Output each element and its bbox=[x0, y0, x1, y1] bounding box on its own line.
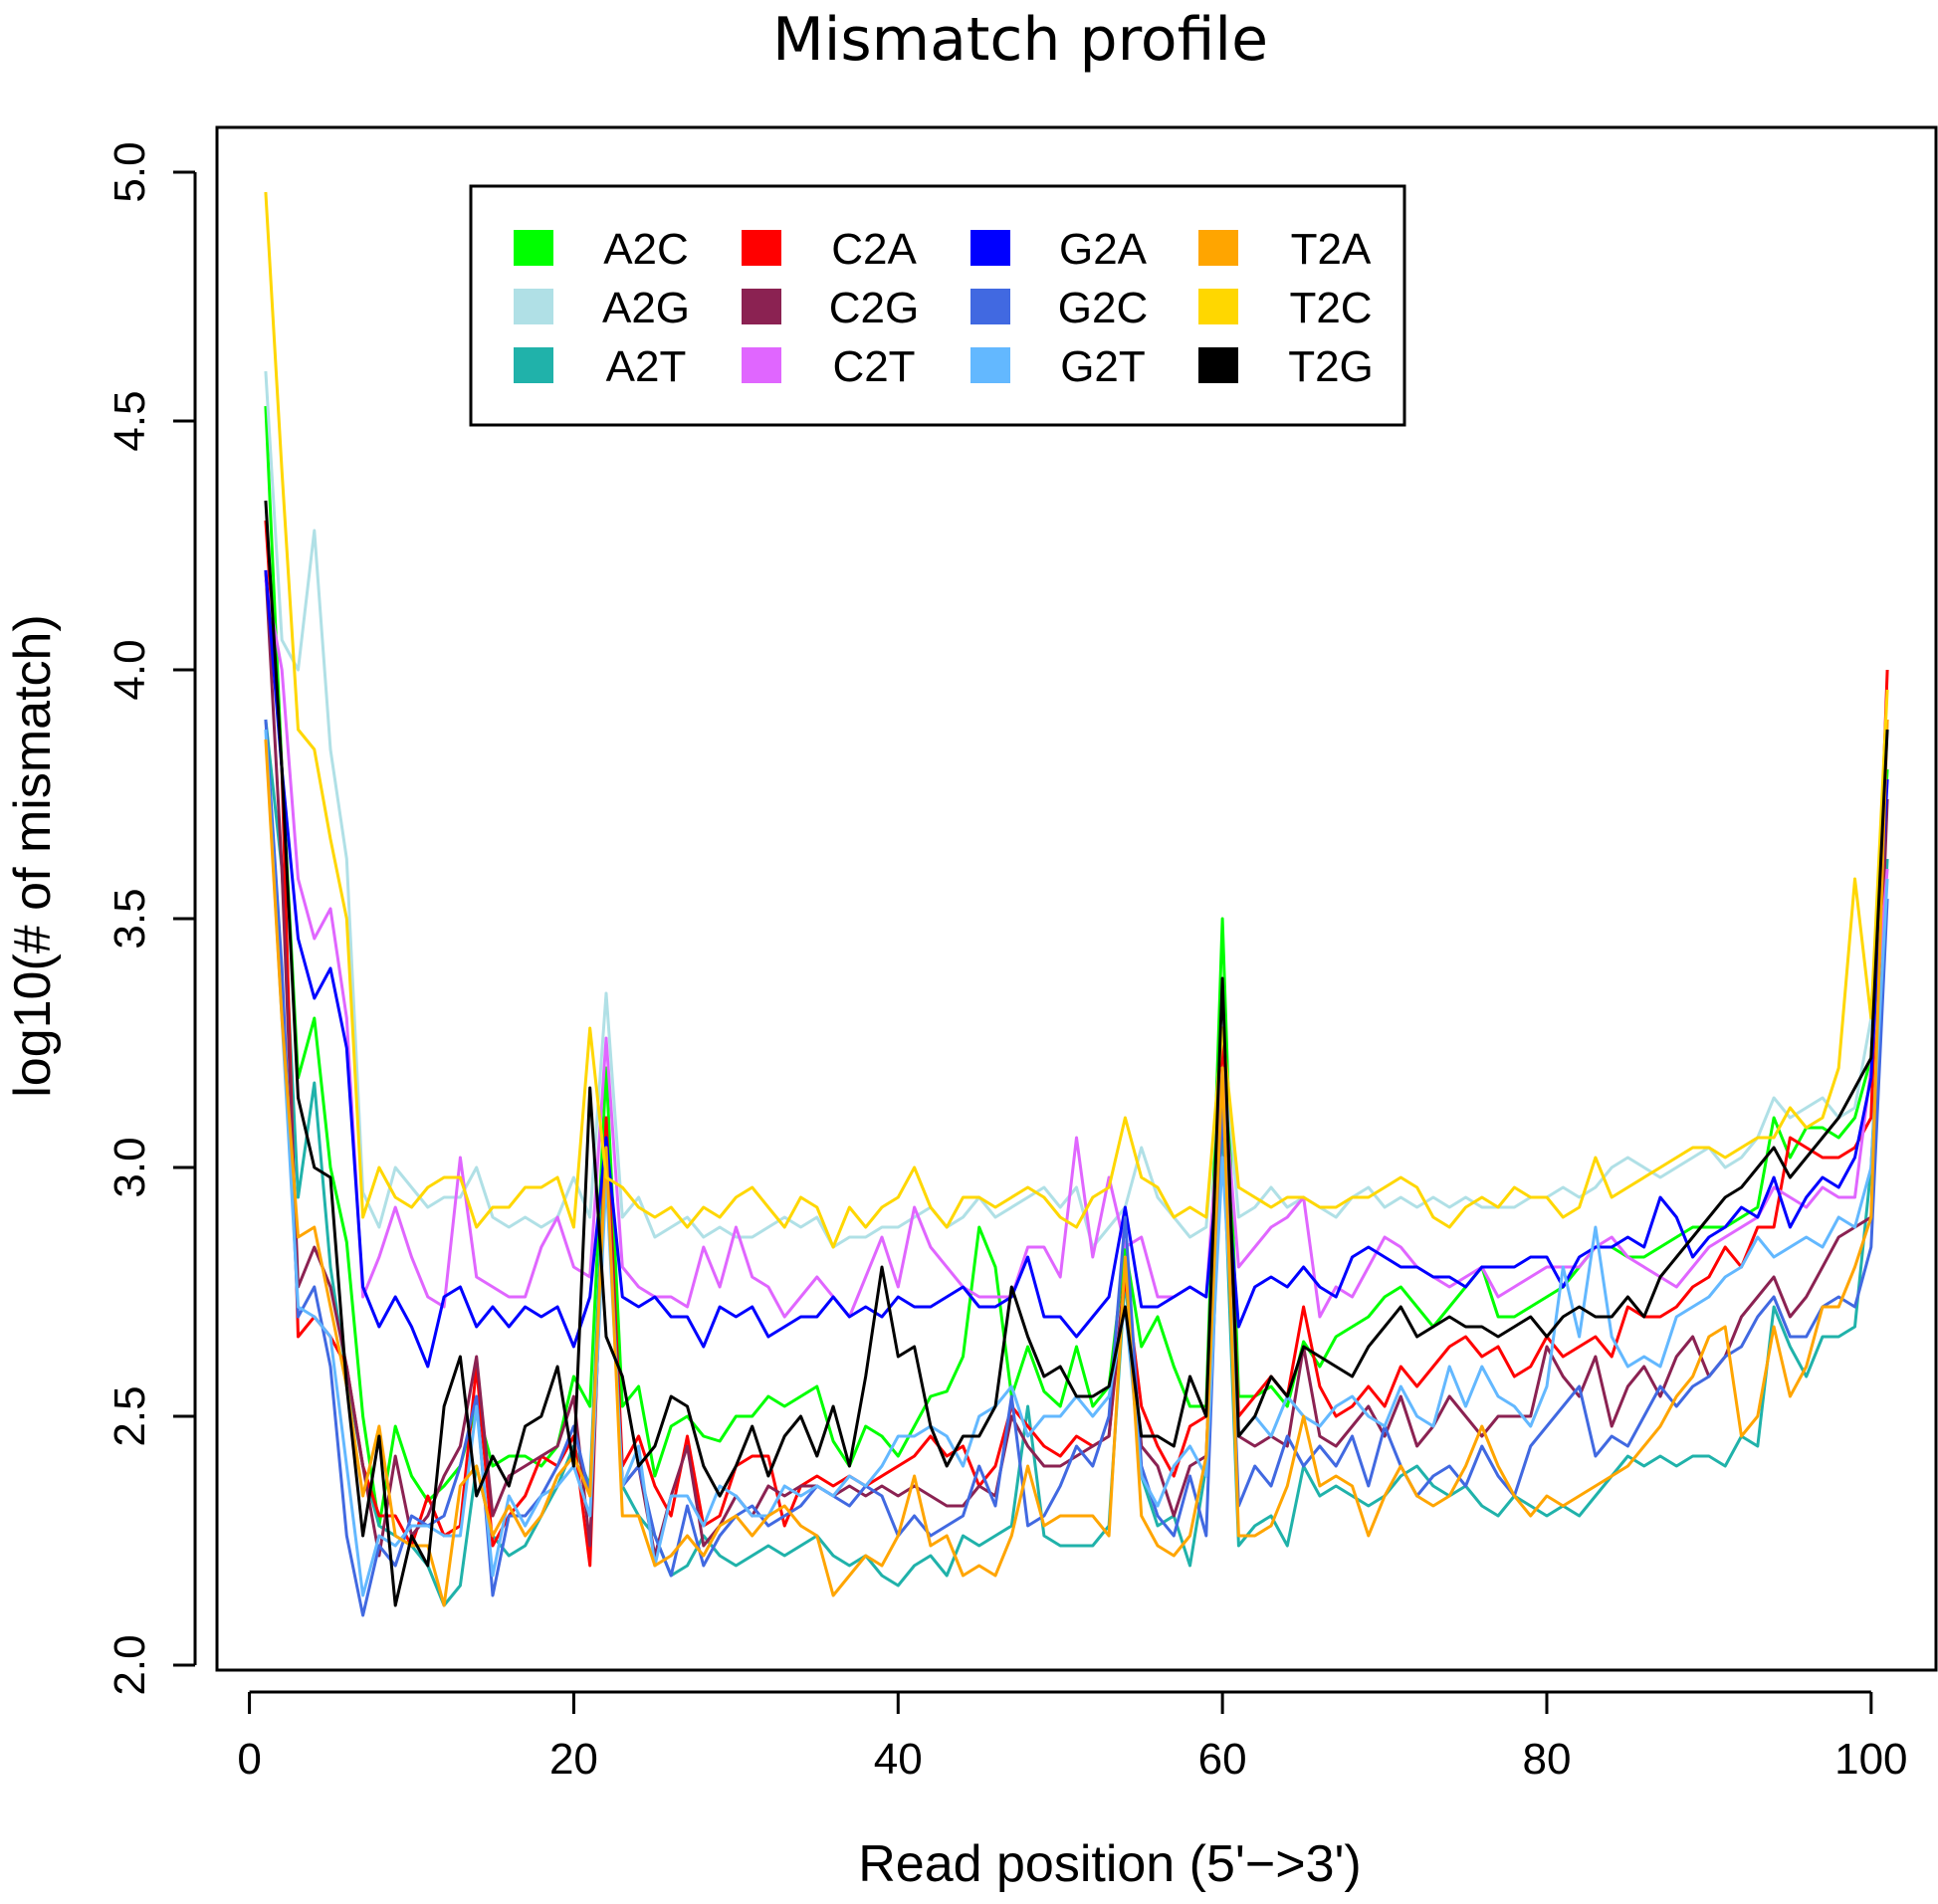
legend-label-t2g: T2G bbox=[1288, 342, 1374, 391]
y-tick-label: 4.5 bbox=[106, 390, 154, 451]
legend-swatch-c2g bbox=[742, 289, 781, 324]
legend-label-t2a: T2A bbox=[1291, 225, 1372, 274]
legend-swatch-a2t bbox=[514, 347, 553, 383]
x-tick-label: 80 bbox=[1523, 1735, 1572, 1784]
chart-title: Mismatch profile bbox=[772, 5, 1268, 75]
legend-swatch-a2g bbox=[514, 289, 553, 324]
x-axis: 0 20 40 60 80 100 bbox=[237, 1690, 1908, 1784]
y-tick-label: 5.0 bbox=[106, 141, 154, 202]
y-tick-label: 3.5 bbox=[106, 888, 154, 949]
legend: A2C A2G A2T C2A C2G C2T G2A G2C G2T T2A T2C T2G bbox=[469, 184, 1406, 427]
y-tick-label: 2.0 bbox=[106, 1634, 154, 1695]
y-tick-label: 4.0 bbox=[106, 639, 154, 700]
legend-label-g2c: G2C bbox=[1058, 284, 1148, 332]
legend-swatch-a2c bbox=[514, 230, 553, 266]
series-line-g2c bbox=[264, 719, 1889, 1617]
legend-swatch-g2t bbox=[970, 347, 1010, 383]
series-line-t2g bbox=[264, 500, 1889, 1607]
series-line-c2g bbox=[264, 569, 1889, 1558]
legend-swatch-g2c bbox=[970, 289, 1010, 324]
series-lines bbox=[264, 191, 1889, 1617]
series-line-a2c bbox=[264, 405, 1889, 1528]
legend-frame bbox=[469, 184, 1406, 427]
series-line-c2a bbox=[264, 520, 1889, 1568]
legend-label-a2g: A2G bbox=[602, 284, 690, 332]
series-line-a2t bbox=[264, 719, 1889, 1607]
x-tick-label: 100 bbox=[1834, 1735, 1907, 1784]
series-line-g2a bbox=[264, 569, 1889, 1369]
legend-swatch-c2a bbox=[742, 230, 781, 266]
series-line-t2a bbox=[264, 719, 1889, 1607]
x-tick-label: 60 bbox=[1198, 1735, 1247, 1784]
legend-label-g2a: G2A bbox=[1059, 225, 1148, 274]
x-tick-label: 40 bbox=[874, 1735, 923, 1784]
legend-swatch-c2t bbox=[742, 347, 781, 383]
legend-swatch-t2g bbox=[1198, 347, 1238, 383]
legend-label-c2a: C2A bbox=[831, 225, 917, 274]
series-line-a2g bbox=[264, 370, 1889, 1249]
legend-label-a2t: A2T bbox=[606, 342, 687, 391]
series-line-t2c bbox=[264, 191, 1889, 1249]
x-tick-label: 20 bbox=[549, 1735, 598, 1784]
y-axis-title: log10(# of mismatch) bbox=[4, 614, 62, 1098]
legend-label-c2t: C2T bbox=[832, 342, 915, 391]
legend-label-g2t: G2T bbox=[1060, 342, 1146, 391]
legend-swatch-t2c bbox=[1198, 289, 1238, 324]
legend-swatch-t2a bbox=[1198, 230, 1238, 266]
legend-label-t2c: T2C bbox=[1289, 284, 1372, 332]
x-tick-label: 0 bbox=[237, 1735, 261, 1784]
y-axis: 2.0 2.5 3.0 3.5 4.0 4.5 5.0 bbox=[106, 141, 197, 1696]
legend-swatch-g2a bbox=[970, 230, 1010, 266]
y-tick-label: 3.0 bbox=[106, 1137, 154, 1197]
legend-label-c2g: C2G bbox=[829, 284, 919, 332]
x-axis-title: Read position (5'−>3') bbox=[858, 1835, 1362, 1893]
plot-area-frame bbox=[215, 125, 1938, 1672]
legend-label-a2c: A2C bbox=[603, 225, 689, 274]
y-tick-label: 2.5 bbox=[106, 1385, 154, 1446]
